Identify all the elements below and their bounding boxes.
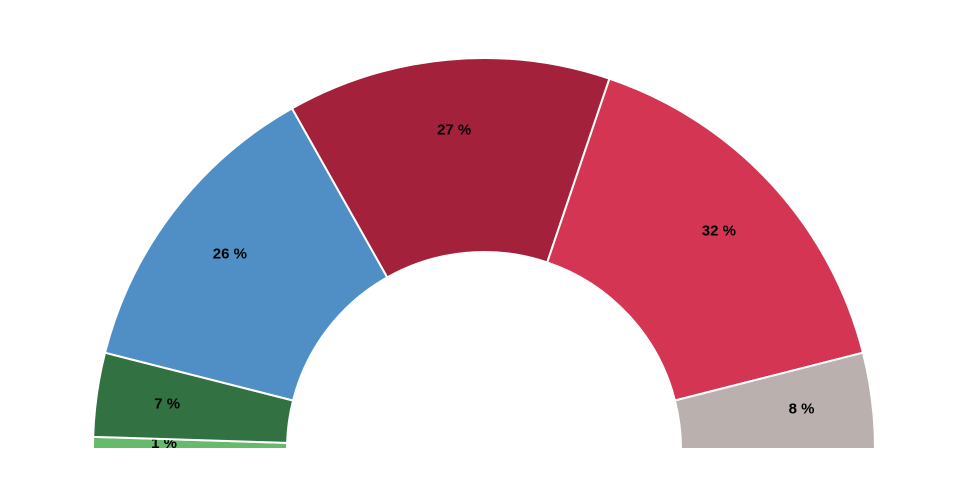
slice [104, 107, 389, 402]
value-label: 7 % [154, 395, 180, 412]
slice [673, 351, 876, 450]
value-label: 26 % [213, 245, 247, 262]
value-label: 27 % [437, 121, 471, 138]
value-label: 8 % [789, 400, 815, 417]
value-label: 32 % [702, 223, 736, 240]
slice [291, 57, 611, 279]
slice [546, 77, 864, 402]
